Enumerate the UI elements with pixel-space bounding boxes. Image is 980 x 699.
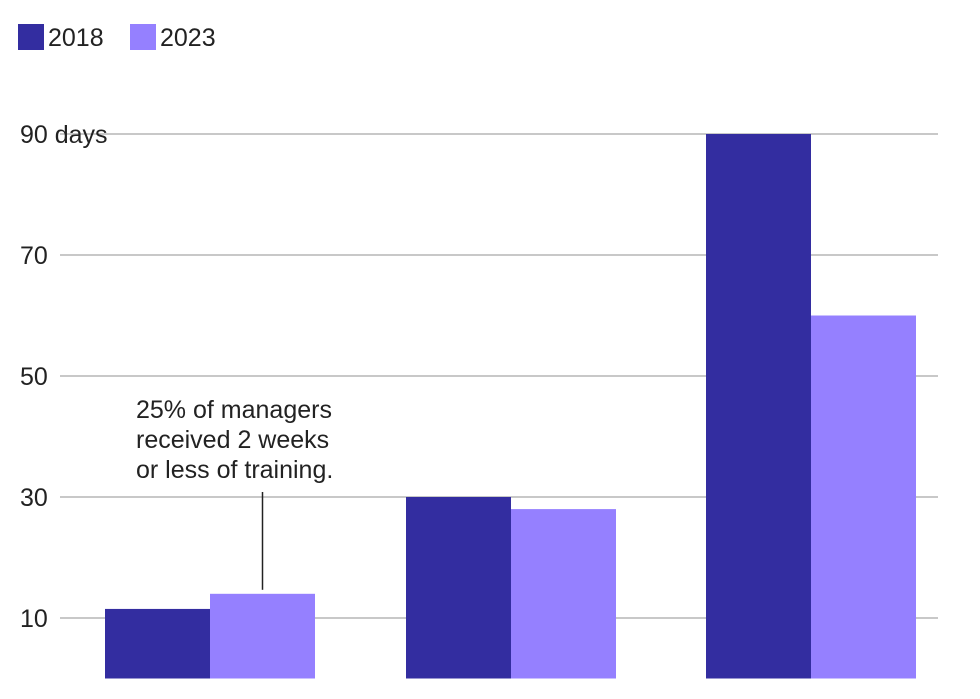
annotation-text-line-2: received 2 weeks bbox=[136, 426, 329, 454]
y-tick-label-10: 10 bbox=[20, 605, 48, 633]
legend-label-2: 2023 bbox=[160, 24, 216, 52]
y-tick-label-50: 50 bbox=[20, 363, 48, 391]
legend: 2018 2023 bbox=[18, 24, 216, 52]
legend-label-1: 2018 bbox=[48, 24, 104, 52]
annotation-text-line-3: or less of training. bbox=[136, 456, 333, 484]
y-tick-label-70: 70 bbox=[20, 242, 48, 270]
bar-2023-cat3 bbox=[811, 315, 916, 679]
bar-2018-cat3 bbox=[706, 134, 811, 679]
annotation-text-line-1: 25% of managers bbox=[136, 396, 332, 424]
y-tick-label-90: 90 days bbox=[20, 121, 108, 149]
bar-2018-cat2 bbox=[406, 497, 511, 679]
legend-swatch-1 bbox=[18, 24, 44, 50]
y-tick-label-30: 30 bbox=[20, 484, 48, 512]
bars bbox=[105, 134, 916, 679]
legend-swatch-2 bbox=[130, 24, 156, 50]
bar-2023-cat2 bbox=[511, 509, 616, 679]
bar-2018-cat1 bbox=[105, 608, 210, 679]
bar-2023-cat1 bbox=[210, 593, 315, 679]
